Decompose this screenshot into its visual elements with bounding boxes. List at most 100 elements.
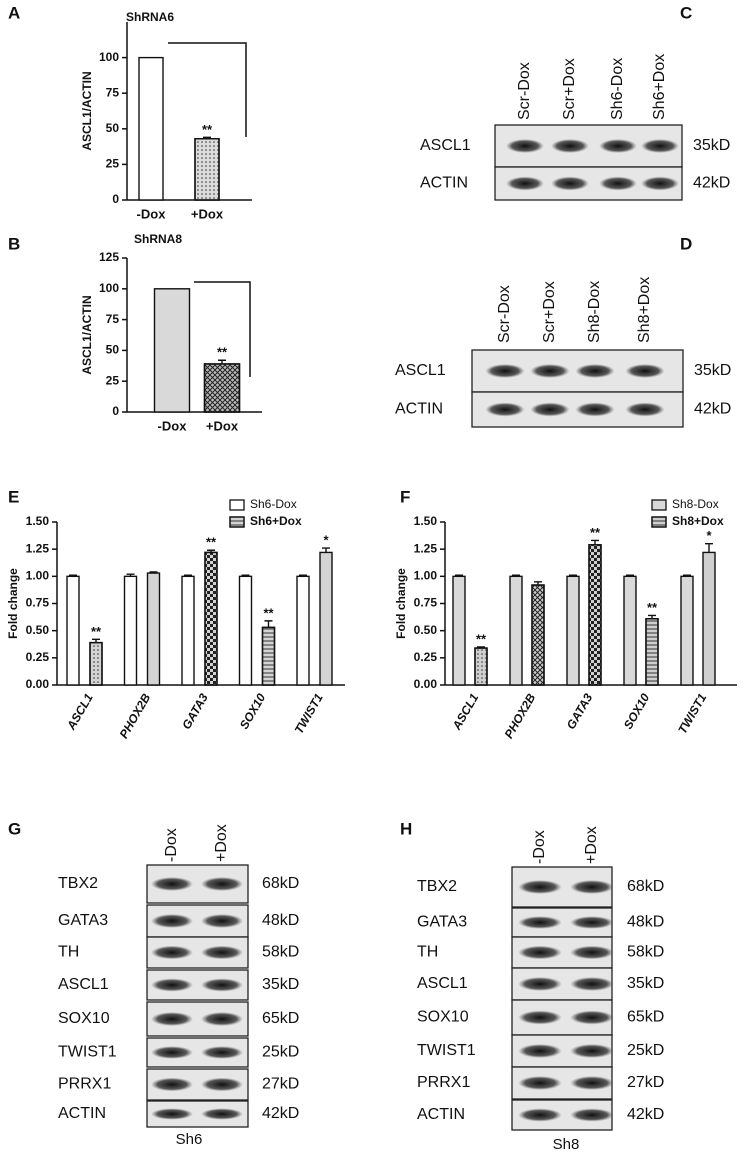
significance-bracket: [194, 281, 251, 377]
y-tick-label: 1.00: [26, 569, 50, 583]
y-tick-label: 1.50: [414, 514, 438, 528]
error-bar: [322, 547, 330, 553]
lane-label: Scr-Dox: [496, 285, 513, 343]
blot-band: [518, 977, 562, 991]
blot-band: [530, 364, 570, 378]
y-axis-label: ASCL1/ACTIN: [80, 71, 94, 150]
y-tick-label: 0.25: [26, 650, 50, 664]
protein-label: ACTIN: [58, 1105, 106, 1122]
x-tick-label: -Dox: [158, 418, 188, 433]
blot-band: [151, 914, 193, 928]
error-bar: [184, 574, 192, 577]
y-tick-label: 1.25: [414, 541, 438, 555]
y-tick-label: 0.50: [414, 623, 438, 637]
panel-letter: D: [680, 234, 692, 253]
blot-band: [625, 364, 665, 378]
size-label: 35kD: [693, 137, 730, 154]
y-tick-label: 50: [106, 343, 120, 357]
error-bar: [264, 620, 273, 628]
blot-band: [151, 945, 193, 960]
bar: [509, 575, 523, 686]
bar: [702, 551, 716, 686]
error-bar: [683, 574, 691, 577]
bar: [452, 575, 466, 686]
bar-pattern: [203, 363, 241, 413]
error-bar: [207, 549, 215, 553]
blot-band: [570, 945, 614, 960]
bar: [566, 575, 580, 686]
error-bar: [92, 638, 100, 643]
size-label: 42kD: [693, 175, 730, 192]
size-label: 68kD: [627, 878, 664, 895]
blot-band: [551, 139, 589, 153]
protein-label: PRRX1: [58, 1076, 111, 1093]
error-bar: [591, 539, 599, 545]
bar-pattern: [261, 626, 276, 686]
y-tick-label: 125: [99, 250, 119, 264]
size-label: 58kD: [627, 944, 664, 961]
x-tick-label: SOX10: [237, 691, 269, 732]
blot-caption: Sh6: [176, 1131, 203, 1148]
blot-band: [570, 1076, 614, 1090]
protein-label: ASCL1: [395, 362, 446, 379]
significance-label: **: [206, 535, 217, 550]
x-tick-label: SOX10: [621, 691, 653, 732]
blot-band: [599, 176, 637, 191]
blot-band: [599, 139, 637, 153]
chart-title: ShRNA6: [126, 10, 174, 24]
size-label: 35kD: [262, 976, 299, 993]
blot-band: [485, 364, 525, 378]
y-tick-label: 0.50: [26, 623, 50, 637]
blot-band: [570, 977, 614, 991]
x-tick-label: PHOX2B: [502, 691, 539, 741]
lane-label: Sh6+Dox: [651, 54, 668, 120]
y-tick-label: 0: [112, 404, 119, 418]
protein-label: TH: [417, 944, 438, 961]
blot-band: [201, 1108, 243, 1120]
x-tick-label: +Dox: [206, 418, 239, 433]
blot-band: [518, 1076, 562, 1090]
lane-label: Sh6-Dox: [609, 58, 626, 120]
blot-band: [201, 1077, 243, 1092]
significance-label: **: [647, 600, 658, 615]
x-tick-label: TWIST1: [292, 691, 326, 736]
chart-title: ShRNA8: [134, 232, 182, 246]
lane-label: Scr+Dox: [541, 281, 558, 343]
lane-label: Scr-Dox: [516, 62, 533, 120]
bar: [623, 575, 637, 686]
bar-pattern: [588, 544, 602, 686]
y-axis-label: Fold change: [6, 568, 20, 639]
protein-label: TBX2: [58, 875, 98, 892]
bar: [181, 575, 195, 686]
blot-band: [570, 880, 614, 894]
protein-label: TBX2: [417, 878, 457, 895]
protein-label: TWIST1: [417, 1042, 476, 1059]
protein-label: TWIST1: [58, 1044, 117, 1061]
lane-label: Scr+Dox: [561, 58, 578, 120]
panel-letter: C: [680, 3, 692, 22]
lane-label: Sh8-Dox: [586, 281, 603, 343]
blot-band: [518, 1010, 562, 1025]
panel-letter: B: [8, 234, 20, 253]
size-label: 35kD: [694, 362, 731, 379]
y-axis-label: ASCL1/ACTIN: [80, 295, 94, 374]
blot-band: [518, 1044, 562, 1058]
blot-band: [518, 916, 562, 929]
blot-band: [201, 877, 243, 891]
y-axis-label: Fold change: [394, 568, 408, 639]
significance-label: **: [263, 605, 274, 620]
bar-pattern: [194, 138, 220, 201]
y-tick-label: 50: [106, 121, 120, 135]
blot-band: [518, 1108, 562, 1122]
blot-band: [151, 978, 193, 992]
blot-band: [151, 1108, 193, 1120]
size-label: 48kD: [262, 912, 299, 929]
size-label: 25kD: [627, 1042, 664, 1059]
error-bar: [241, 574, 250, 577]
legend-swatch: [229, 499, 245, 511]
protein-label: SOX10: [417, 1009, 469, 1026]
size-label: 42kD: [694, 401, 731, 418]
y-tick-label: 1.50: [26, 514, 50, 528]
significance-label: **: [590, 525, 601, 540]
bar: [123, 575, 138, 686]
